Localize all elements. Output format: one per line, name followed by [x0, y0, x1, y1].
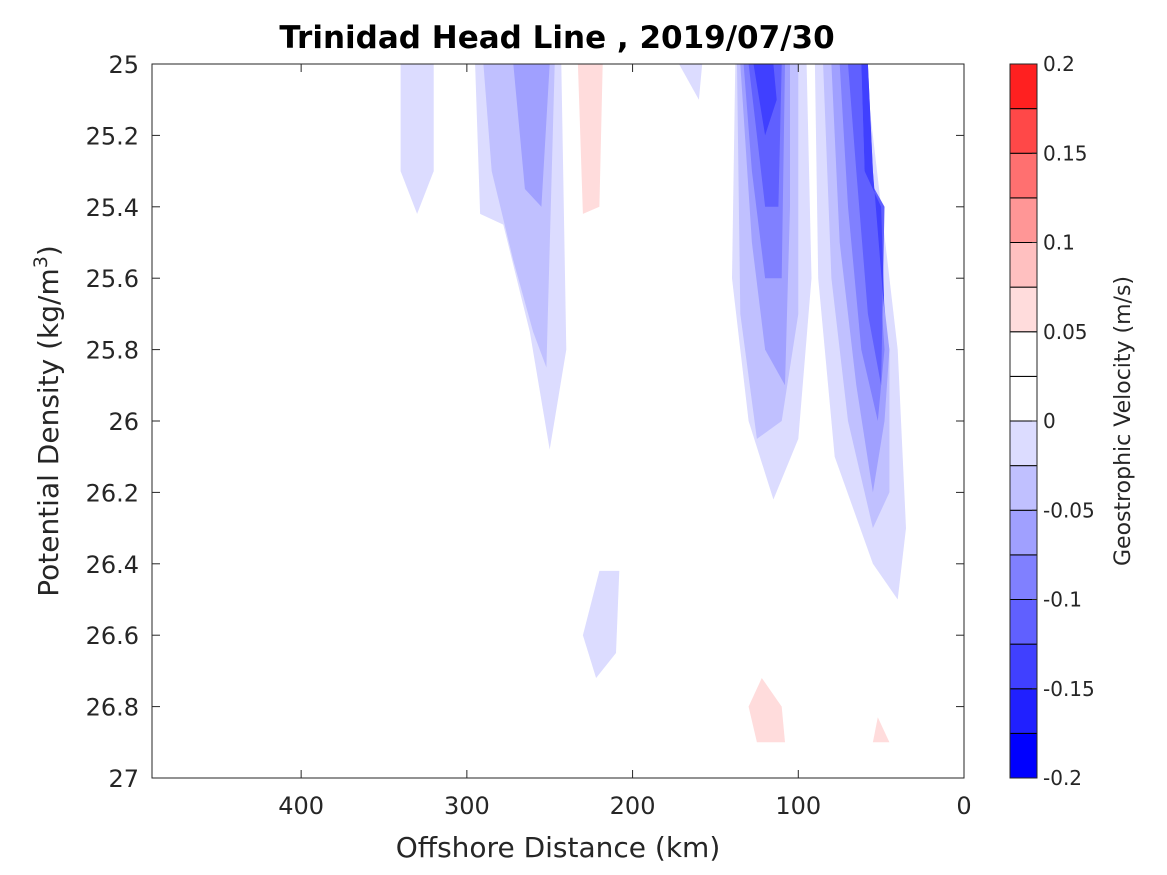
contour-region-23 — [616, 731, 633, 743]
x-tick-label: 100 — [775, 792, 821, 820]
contour-region-3 — [513, 64, 550, 207]
colorbar-band — [1009, 554, 1038, 600]
y-tick-label: 26.2 — [86, 479, 139, 507]
y-tick-label: 26.6 — [86, 622, 139, 650]
colorbar-tick-label: 0.05 — [1043, 320, 1088, 344]
contour-regions — [400, 64, 915, 743]
contour-region-20 — [500, 542, 550, 718]
colorbar-band — [1009, 108, 1038, 154]
colorbar-band — [1009, 286, 1038, 333]
contour-region-26 — [818, 553, 848, 643]
contour-region-22 — [400, 688, 434, 743]
colorbar-tick-label: -0.2 — [1043, 766, 1082, 790]
y-tick-label: 25.6 — [86, 265, 139, 293]
y-axis-ticks: 25 25.2 25.4 25.6 25.8 26 26.2 26.4 26.6 26.8 27 — [86, 51, 964, 793]
contour-region-19 — [911, 349, 915, 468]
contour-region-5 — [577, 64, 603, 214]
y-axis-label-superscript: 3 — [30, 256, 52, 268]
colorbar-band — [1009, 152, 1038, 199]
colorbar-tick-label: 0 — [1043, 409, 1056, 433]
colorbar-band — [1009, 375, 1038, 422]
colorbar-tick-label: -0.15 — [1043, 677, 1095, 701]
colorbar-tick-label: 0.15 — [1043, 141, 1088, 165]
y-tick-label: 27 — [108, 765, 139, 793]
contour-region-21 — [582, 570, 620, 678]
contour-region-18 — [861, 64, 885, 314]
colorbar-band — [1009, 465, 1038, 511]
y-axis-label-close: ) — [32, 245, 65, 256]
contour-region-12 — [753, 64, 777, 136]
y-tick-label: 25.2 — [86, 122, 139, 150]
y-tick-label: 26.8 — [86, 694, 139, 722]
contour-region-6 — [679, 64, 703, 100]
colorbar — [1009, 63, 1038, 779]
colorbar-band — [1009, 643, 1038, 690]
colorbar-band — [1009, 242, 1038, 288]
contour-region-25 — [748, 678, 785, 743]
y-tick-label: 26.4 — [86, 551, 139, 579]
colorbar-band — [1009, 331, 1038, 377]
x-axis-label: Offshore Distance (km) — [396, 831, 721, 864]
x-axis-ticks: 400 300 200 100 0 — [278, 64, 972, 820]
y-axis-label: Potential Density (kg/m3) — [30, 245, 65, 597]
x-tick-label: 300 — [444, 792, 490, 820]
colorbar-band — [1009, 688, 1038, 734]
colorbar-band — [1009, 63, 1038, 110]
x-tick-label: 200 — [610, 792, 656, 820]
x-tick-label: 0 — [956, 792, 971, 820]
y-tick-label: 25.4 — [86, 194, 139, 222]
colorbar-band — [1009, 509, 1038, 556]
colorbar-band — [1009, 599, 1038, 645]
chart-title: Trinidad Head Line , 2019/07/30 — [279, 20, 834, 56]
x-tick-label: 400 — [278, 792, 324, 820]
colorbar-band — [1009, 420, 1038, 467]
y-axis-label-main: Potential Density (kg/m — [32, 268, 65, 597]
colorbar-band — [1009, 732, 1038, 779]
y-tick-label: 25.8 — [86, 337, 139, 365]
colorbar-tick-label: -0.1 — [1043, 588, 1082, 612]
colorbar-ticks: -0.2 -0.15 -0.1 -0.05 0 0.05 0.1 0.15 0.2 — [1032, 52, 1095, 790]
contour-region-17 — [848, 64, 885, 386]
contour-region-28 — [872, 717, 890, 743]
colorbar-tick-label: 0.2 — [1043, 52, 1075, 76]
colorbar-band — [1009, 197, 1038, 243]
y-tick-label: 26 — [108, 408, 139, 436]
contour-region-27 — [864, 653, 898, 743]
contour-region-0 — [400, 64, 434, 214]
colorbar-label: Geostrophic Velocity (m/s) — [1111, 276, 1136, 566]
colorbar-tick-label: -0.05 — [1043, 498, 1095, 522]
y-tick-label: 25 — [108, 51, 139, 79]
colorbar-tick-label: 0.1 — [1043, 231, 1075, 255]
